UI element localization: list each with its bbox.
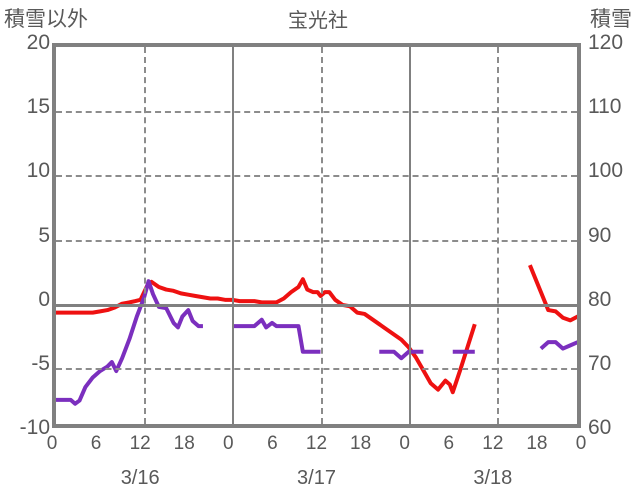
y-axis-left-tick: 20: [26, 31, 50, 54]
x-axis-tick: 0: [399, 433, 410, 454]
gridline-vertical-day: [232, 47, 235, 424]
x-axis-tick: 0: [223, 433, 234, 454]
y-axis-left-tick: 10: [26, 159, 50, 183]
x-axis-day-label: 3/17: [297, 467, 336, 489]
series-line-temperature: [528, 264, 577, 323]
series-line-snow-depth: [56, 279, 203, 406]
x-axis-tick: 12: [129, 433, 151, 454]
gridline-horizontal: [56, 175, 577, 178]
page-title: 宝光社: [288, 10, 348, 32]
x-axis-tick: 6: [443, 433, 455, 454]
right-axis-title: 積雪: [590, 8, 632, 31]
x-axis-day-label: 3/18: [473, 467, 513, 489]
gridline-vertical-day: [408, 47, 411, 424]
x-axis-tick: 6: [90, 433, 102, 454]
y-axis-left-tick: 5: [38, 223, 50, 247]
y-axis-right-tick: 60: [588, 416, 612, 439]
y-axis-right-tick: 120: [588, 31, 624, 54]
y-axis-right-tick: 80: [588, 287, 612, 311]
series-layer: [56, 264, 577, 406]
y-axis-left-tick: -5: [31, 351, 50, 375]
x-axis-tick: 18: [350, 433, 372, 454]
gridline-vertical-midday: [320, 47, 323, 424]
y-axis-right-tick: 100: [588, 159, 624, 183]
gridline-vertical-midday: [144, 47, 147, 424]
x-axis-tick: 0: [46, 433, 58, 454]
x-axis-tick: 18: [173, 433, 195, 454]
y-axis-right-tick: 70: [588, 351, 612, 375]
y-axis-right-tick: 110: [588, 95, 622, 119]
gridline-horizontal: [56, 111, 577, 114]
series-line-snow-depth: [232, 317, 321, 354]
gridline-horizontal: [56, 239, 577, 242]
y-axis-right-tick: 90: [588, 223, 612, 247]
x-axis-tick: 6: [267, 433, 278, 454]
x-axis-tick: 12: [305, 433, 328, 454]
x-axis-tick: 12: [482, 433, 504, 454]
series-line-temperature: [56, 277, 477, 395]
x-axis-day-label: 3/16: [120, 467, 160, 489]
plot-inner: [56, 47, 577, 424]
y-axis-left-tick: -10: [19, 416, 50, 439]
zero-line: [56, 303, 577, 307]
series-line-snow-depth: [379, 349, 424, 361]
gridline-horizontal: [56, 367, 577, 370]
y-axis-left-tick: 0: [38, 287, 50, 311]
gridline-vertical-midday: [496, 47, 499, 424]
x-axis-tick: 18: [526, 433, 548, 454]
left-axis-title: 積雪以外: [4, 8, 88, 31]
plot-area: [52, 43, 581, 428]
x-axis-tick: 0: [575, 433, 587, 454]
series-line-snow-depth: [539, 340, 577, 351]
y-axis-left-tick: 15: [26, 95, 50, 119]
